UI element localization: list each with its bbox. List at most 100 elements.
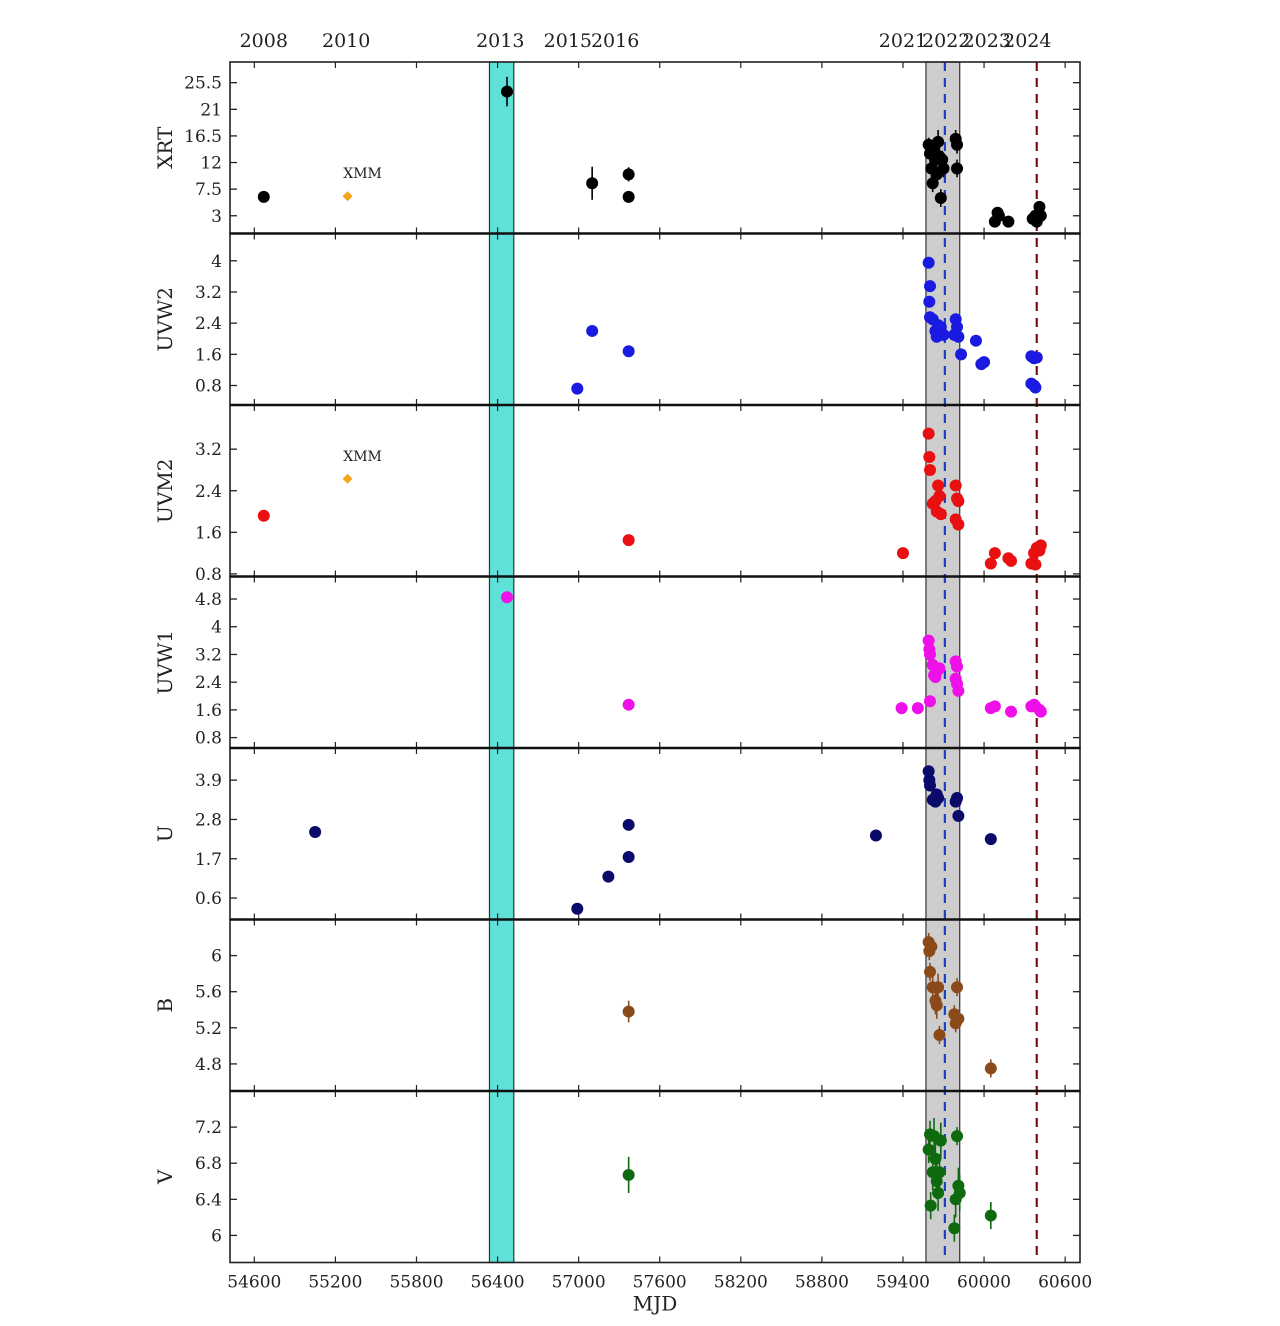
y-tick-label: 6 [211,1226,222,1246]
data-point [937,162,950,175]
data-point [932,792,945,805]
y-tick-label: 4.8 [195,1055,222,1075]
panel-v: 6 6.4 6.8 7.2 V [153,1090,1081,1264]
data-point [869,829,882,842]
data-point [933,662,946,675]
y-axis-label: UVW2 [153,287,177,352]
data-point [501,85,514,98]
data-point [896,547,909,560]
data-point [955,348,968,361]
data-point [922,256,935,269]
y-tick-label: 1.6 [195,701,222,721]
data-point [949,479,962,492]
data-point [925,940,938,953]
data-point [309,825,322,838]
data-point [895,702,908,715]
data-point [1029,558,1042,571]
data-point [501,591,514,604]
data-point [932,1186,945,1199]
data-point [951,162,964,175]
y-axis-label: V [153,1169,177,1185]
data-point [924,280,936,293]
xmm-point [342,191,353,202]
y-tick-label: 5.2 [195,1019,222,1039]
y-tick-label: 7.2 [195,1118,222,1138]
data-point [911,702,924,715]
y-tick-label: 2.8 [195,810,222,830]
x-tick-label: 60000 [957,1273,1011,1293]
y-tick-label: 4 [211,252,222,272]
data-point [923,295,936,308]
data-point [984,1062,997,1075]
y-tick-label: 3.2 [195,440,222,460]
data-point [934,1134,947,1147]
x-tick-label: 55200 [308,1273,362,1293]
x-tick-label: 56400 [471,1273,525,1293]
data-point [988,700,1001,713]
data-point [622,818,635,831]
data-point [1034,705,1047,718]
x-axis-label: MJD [633,1292,678,1316]
data-point [1034,539,1047,552]
data-point [571,382,584,395]
data-point [988,547,1001,560]
annotation-label: XMM [343,449,382,465]
data-point [622,168,635,181]
y-tick-label: 1.7 [195,850,222,870]
data-point [937,328,950,341]
data-point [978,356,991,369]
year-label: 2022 [922,30,970,52]
data-point [1029,381,1042,394]
y-axis-label: UVW1 [153,630,177,695]
data-point [571,902,584,915]
data-point [969,334,982,347]
data-point [257,509,270,522]
data-point [622,698,635,711]
data-point [951,1130,964,1143]
data-point [952,809,965,822]
y-axis-label: B [153,998,177,1013]
y-tick-label: 1.6 [195,345,222,365]
data-point [948,1222,961,1235]
data-point [622,345,635,358]
x-tick-label: 57600 [633,1273,687,1293]
y-tick-label: 16.5 [184,127,222,147]
data-point [952,1012,965,1025]
y-tick-label: 7.5 [195,180,222,200]
data-point [984,1209,997,1222]
y-tick-label: 12 [200,154,222,174]
x-tick-label: 54600 [227,1273,281,1293]
year-label: 2013 [476,30,524,52]
x-tick-label: 57000 [552,1273,606,1293]
x-tick-label: 58800 [795,1273,849,1293]
data-point [922,1143,935,1156]
y-tick-label: 0.6 [195,889,222,909]
y-tick-label: 0.8 [195,729,222,749]
data-point [932,981,945,994]
data-point [934,192,947,205]
data-point [924,648,936,661]
data-point [951,792,964,805]
panel-xrt: 3 7.5 12 16.5 21 25.5 XRT XMM [153,61,1081,235]
data-point [952,684,965,697]
data-point [951,321,964,334]
data-point [922,765,935,778]
y-tick-label: 6 [211,947,222,967]
y-tick-label: 2.4 [195,314,222,334]
y-tick-label: 3.2 [195,645,222,665]
data-point [924,463,936,476]
year-label: 2024 [1003,30,1051,52]
y-tick-label: 3.2 [195,283,222,303]
data-point [933,1029,946,1042]
data-point [992,209,1005,222]
data-point [984,557,997,570]
y-tick-label: 2.4 [195,482,222,502]
data-point [934,508,947,521]
data-point [932,135,945,148]
annotation-label: XMM [343,166,382,182]
x-tick-label: 58200 [714,1273,768,1293]
x-tick-label: 59400 [876,1273,930,1293]
data-point [984,833,997,846]
y-tick-label: 2.4 [195,673,222,693]
